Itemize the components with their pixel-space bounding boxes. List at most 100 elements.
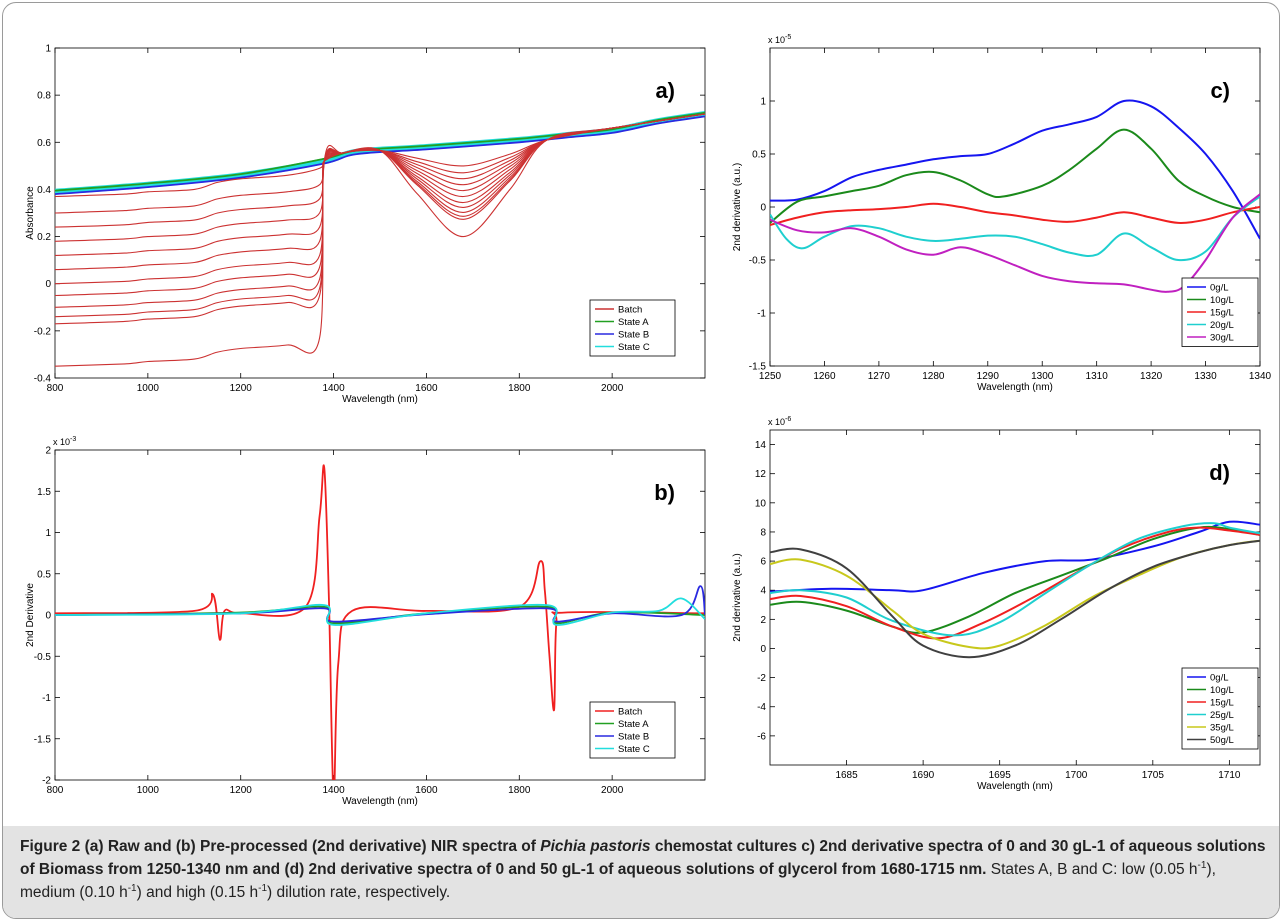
- caption-sup-3: -1: [258, 882, 268, 894]
- y-tick-label: -2: [757, 673, 766, 684]
- x-tick-label: 800: [47, 785, 64, 796]
- legend-entry: 0g/L: [1210, 673, 1229, 684]
- x-tick-label: 1400: [322, 785, 345, 796]
- x-tick-label: 1320: [1140, 371, 1163, 382]
- x-tick-label: 1330: [1194, 371, 1217, 382]
- figure-caption: Figure 2 (a) Raw and (b) Pre-processed (…: [20, 835, 1270, 904]
- y-tick-label: 1.5: [37, 487, 51, 498]
- y-axis-label: 2nd derivative (a.u.): [732, 553, 743, 641]
- series-line-0g-l: [770, 99, 1260, 240]
- legend-entry: 30g/L: [1210, 333, 1234, 344]
- y-tick-label: 2: [760, 615, 766, 626]
- caption-sup-1: -1: [1197, 859, 1207, 871]
- legend-entry: State C: [618, 744, 650, 755]
- y-tick-label: 6: [760, 557, 766, 568]
- caption-bold-part2: chemostat cultures c) 2nd derivative spe…: [20, 838, 1266, 878]
- legend-entry: 15g/L: [1210, 308, 1234, 319]
- y-tick-label: 0: [45, 611, 51, 622]
- series-line-10g-l: [770, 128, 1260, 224]
- legend-entry: 0g/L: [1210, 283, 1229, 294]
- caption-species: Pichia pastoris: [540, 838, 651, 855]
- series-line-state-b: [55, 115, 705, 195]
- y-tick-label: 1: [45, 44, 51, 55]
- y-tick-label: -0.4: [34, 374, 52, 385]
- scale-exponent: x 10-5: [768, 34, 791, 45]
- x-tick-label: 1700: [1065, 770, 1088, 781]
- y-tick-label: 2: [45, 446, 51, 457]
- legend-entry: 10g/L: [1210, 685, 1234, 696]
- y-tick-label: 0.8: [37, 91, 51, 102]
- series-line-15g-l: [770, 202, 1260, 226]
- caption-text-2: ), medium (0.10 h: [20, 861, 1216, 901]
- x-tick-label: 1695: [989, 770, 1012, 781]
- legend-entry: State B: [618, 330, 649, 341]
- scale-exponent: x 10-6: [768, 416, 791, 427]
- y-tick-label: 1: [45, 528, 51, 539]
- legend-entry: 25g/L: [1210, 710, 1234, 721]
- plot-area: [769, 47, 1261, 367]
- legend-entry: State C: [618, 342, 650, 353]
- y-axis-label: Absorbance: [25, 186, 36, 240]
- series-line-batch: [55, 464, 705, 780]
- plot-area: [769, 429, 1261, 766]
- y-tick-label: -1.5: [749, 362, 767, 373]
- y-tick-label: 14: [755, 440, 767, 451]
- x-tick-label: 1300: [1031, 371, 1054, 382]
- caption-bold-part1: (a) Raw and (b) Pre-processed (2nd deriv…: [84, 838, 536, 855]
- series-line-state-c: [55, 111, 705, 195]
- x-tick-label: 1000: [137, 785, 160, 796]
- x-tick-label: 2000: [601, 785, 624, 796]
- y-tick-label: -1.5: [34, 734, 52, 745]
- x-tick-label: 1290: [977, 371, 1000, 382]
- y-tick-label: 0.4: [37, 185, 51, 196]
- series-line-state-a: [55, 111, 705, 192]
- legend-entry: Batch: [618, 305, 642, 316]
- x-tick-label: 1800: [508, 785, 531, 796]
- series-line-20g-l: [770, 195, 1260, 262]
- caption-band: [3, 826, 1279, 918]
- x-tick-label: 1705: [1142, 770, 1165, 781]
- panel-label: d): [1209, 460, 1230, 485]
- caption-text-4: ) dilution rate, respectively.: [267, 884, 451, 901]
- legend-entry: Batch: [618, 707, 642, 718]
- y-tick-label: -0.5: [34, 652, 52, 663]
- x-tick-label: 1000: [137, 383, 160, 394]
- y-tick-label: -1: [42, 693, 51, 704]
- x-tick-label: 1710: [1218, 770, 1241, 781]
- y-tick-label: -2: [42, 776, 51, 787]
- x-tick-label: 1600: [415, 383, 438, 394]
- y-tick-label: 10: [755, 498, 767, 509]
- x-axis-label: Wavelength (nm): [342, 394, 418, 405]
- x-tick-label: 1270: [868, 371, 891, 382]
- x-tick-label: 1200: [230, 383, 253, 394]
- legend-entry: 10g/L: [1210, 295, 1234, 306]
- caption-sup-2: -1: [127, 882, 137, 894]
- chart-panel-d: 1685 1690 1695 1700 1705 1710 -6 -4 -2 0 2 4 6 8 10 12 1…: [732, 416, 1261, 792]
- series-line-state-c: [55, 597, 705, 626]
- caption-text-3: ) and high (0.15 h: [136, 884, 259, 901]
- scale-exponent: x 10-3: [53, 436, 76, 447]
- y-tick-label: -0.5: [749, 256, 767, 267]
- x-tick-label: 1685: [835, 770, 858, 781]
- x-tick-label: 1260: [813, 371, 836, 382]
- x-tick-label: 1690: [912, 770, 935, 781]
- panel-label: b): [654, 480, 675, 505]
- legend-entry: 50g/L: [1210, 735, 1234, 746]
- x-tick-label: 1250: [759, 371, 782, 382]
- y-tick-label: 0.5: [752, 150, 766, 161]
- panel-label: a): [655, 78, 675, 103]
- panel-label: c): [1210, 78, 1230, 103]
- chart-panel-b: 800 1000 1200 1400 1600 1800 2000 -2 -1.5 -1 -0.5 0…: [25, 436, 706, 807]
- x-tick-label: 1200: [230, 785, 253, 796]
- legend-entry: State A: [618, 317, 649, 328]
- x-tick-label: 1340: [1249, 371, 1272, 382]
- y-axis-label: 2nd derivative (a.u.): [732, 163, 743, 251]
- caption-text-1: States A, B and C: low (0.05 h: [990, 861, 1198, 878]
- y-axis-label: 2nd Derivative: [25, 583, 36, 647]
- x-tick-label: 1310: [1086, 371, 1109, 382]
